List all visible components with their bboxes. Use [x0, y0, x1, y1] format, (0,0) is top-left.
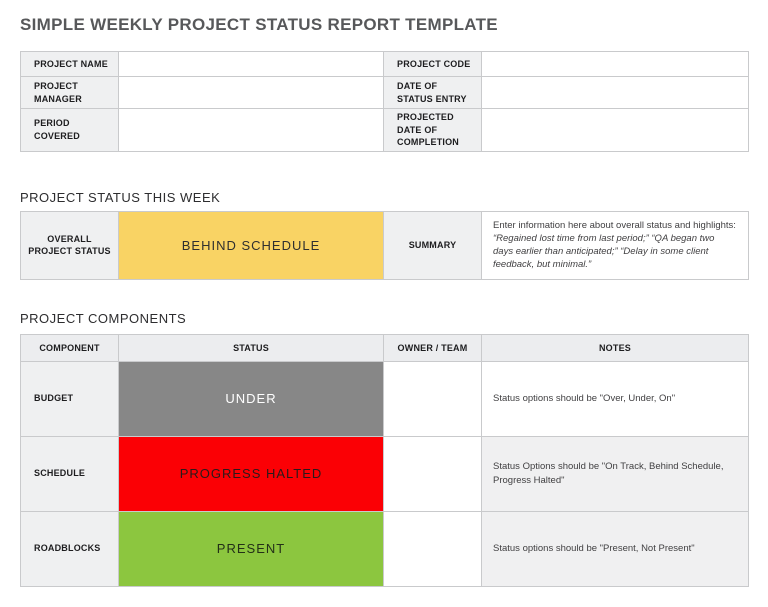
components-heading: PROJECT COMPONENTS	[20, 311, 748, 326]
page-title: SIMPLE WEEKLY PROJECT STATUS REPORT TEMP…	[20, 15, 748, 35]
budget-notes-cell[interactable]: Status options should be "Over, Under, O…	[482, 361, 749, 436]
component-row-schedule: SCHEDULE PROGRESS HALTED Status Options …	[21, 436, 749, 511]
schedule-label: SCHEDULE	[21, 436, 119, 511]
summary-label: SUMMARY	[384, 211, 482, 279]
projected-completion-field[interactable]	[482, 109, 749, 152]
report-page: SIMPLE WEEKLY PROJECT STATUS REPORT TEMP…	[0, 15, 768, 587]
overall-status-value-cell[interactable]: BEHIND SCHEDULE	[119, 211, 384, 279]
schedule-owner-field[interactable]	[384, 436, 482, 511]
budget-label: BUDGET	[21, 361, 119, 436]
period-covered-label: PERIOD COVERED	[21, 109, 119, 152]
date-of-status-entry-label: DATE OF STATUS ENTRY	[384, 77, 482, 109]
date-of-status-entry-field[interactable]	[482, 77, 749, 109]
project-manager-label: PROJECT MANAGER	[21, 77, 119, 109]
projected-completion-label: PROJECTED DATE OF COMPLETION	[384, 109, 482, 152]
summary-intro-text: Enter information here about overall sta…	[493, 220, 736, 231]
schedule-notes-cell[interactable]: Status Options should be "On Track, Behi…	[482, 436, 749, 511]
owner-team-column-header: OWNER / TEAM	[384, 334, 482, 361]
summary-quote-text: “Regained lost time from last period;” “…	[493, 233, 714, 270]
roadblocks-owner-field[interactable]	[384, 511, 482, 586]
info-row-2: PROJECT MANAGER DATE OF STATUS ENTRY	[21, 77, 749, 109]
budget-owner-field[interactable]	[384, 361, 482, 436]
project-name-field[interactable]	[119, 52, 384, 77]
project-code-field[interactable]	[482, 52, 749, 77]
schedule-status-cell[interactable]: PROGRESS HALTED	[119, 436, 384, 511]
component-row-budget: BUDGET UNDER Status options should be "O…	[21, 361, 749, 436]
roadblocks-status-cell[interactable]: PRESENT	[119, 511, 384, 586]
budget-status-cell[interactable]: UNDER	[119, 361, 384, 436]
project-code-label: PROJECT CODE	[384, 52, 482, 77]
components-header-row: COMPONENT STATUS OWNER / TEAM NOTES	[21, 334, 749, 361]
roadblocks-label: ROADBLOCKS	[21, 511, 119, 586]
project-name-label: PROJECT NAME	[21, 52, 119, 77]
info-row-1: PROJECT NAME PROJECT CODE	[21, 52, 749, 77]
info-row-3: PERIOD COVERED PROJECTED DATE OF COMPLET…	[21, 109, 749, 152]
components-table: COMPONENT STATUS OWNER / TEAM NOTES BUDG…	[20, 334, 749, 587]
period-covered-field[interactable]	[119, 109, 384, 152]
status-week-heading: PROJECT STATUS THIS WEEK	[20, 190, 748, 205]
project-info-table: PROJECT NAME PROJECT CODE PROJECT MANAGE…	[20, 51, 749, 152]
roadblocks-notes-cell[interactable]: Status options should be "Present, Not P…	[482, 511, 749, 586]
overall-status-label: OVERALL PROJECT STATUS	[21, 211, 119, 279]
summary-notes-cell[interactable]: Enter information here about overall sta…	[482, 211, 749, 279]
component-row-roadblocks: ROADBLOCKS PRESENT Status options should…	[21, 511, 749, 586]
project-manager-field[interactable]	[119, 77, 384, 109]
status-week-row: OVERALL PROJECT STATUS BEHIND SCHEDULE S…	[21, 211, 749, 279]
status-column-header: STATUS	[119, 334, 384, 361]
status-week-table: OVERALL PROJECT STATUS BEHIND SCHEDULE S…	[20, 211, 749, 280]
notes-column-header: NOTES	[482, 334, 749, 361]
component-column-header: COMPONENT	[21, 334, 119, 361]
